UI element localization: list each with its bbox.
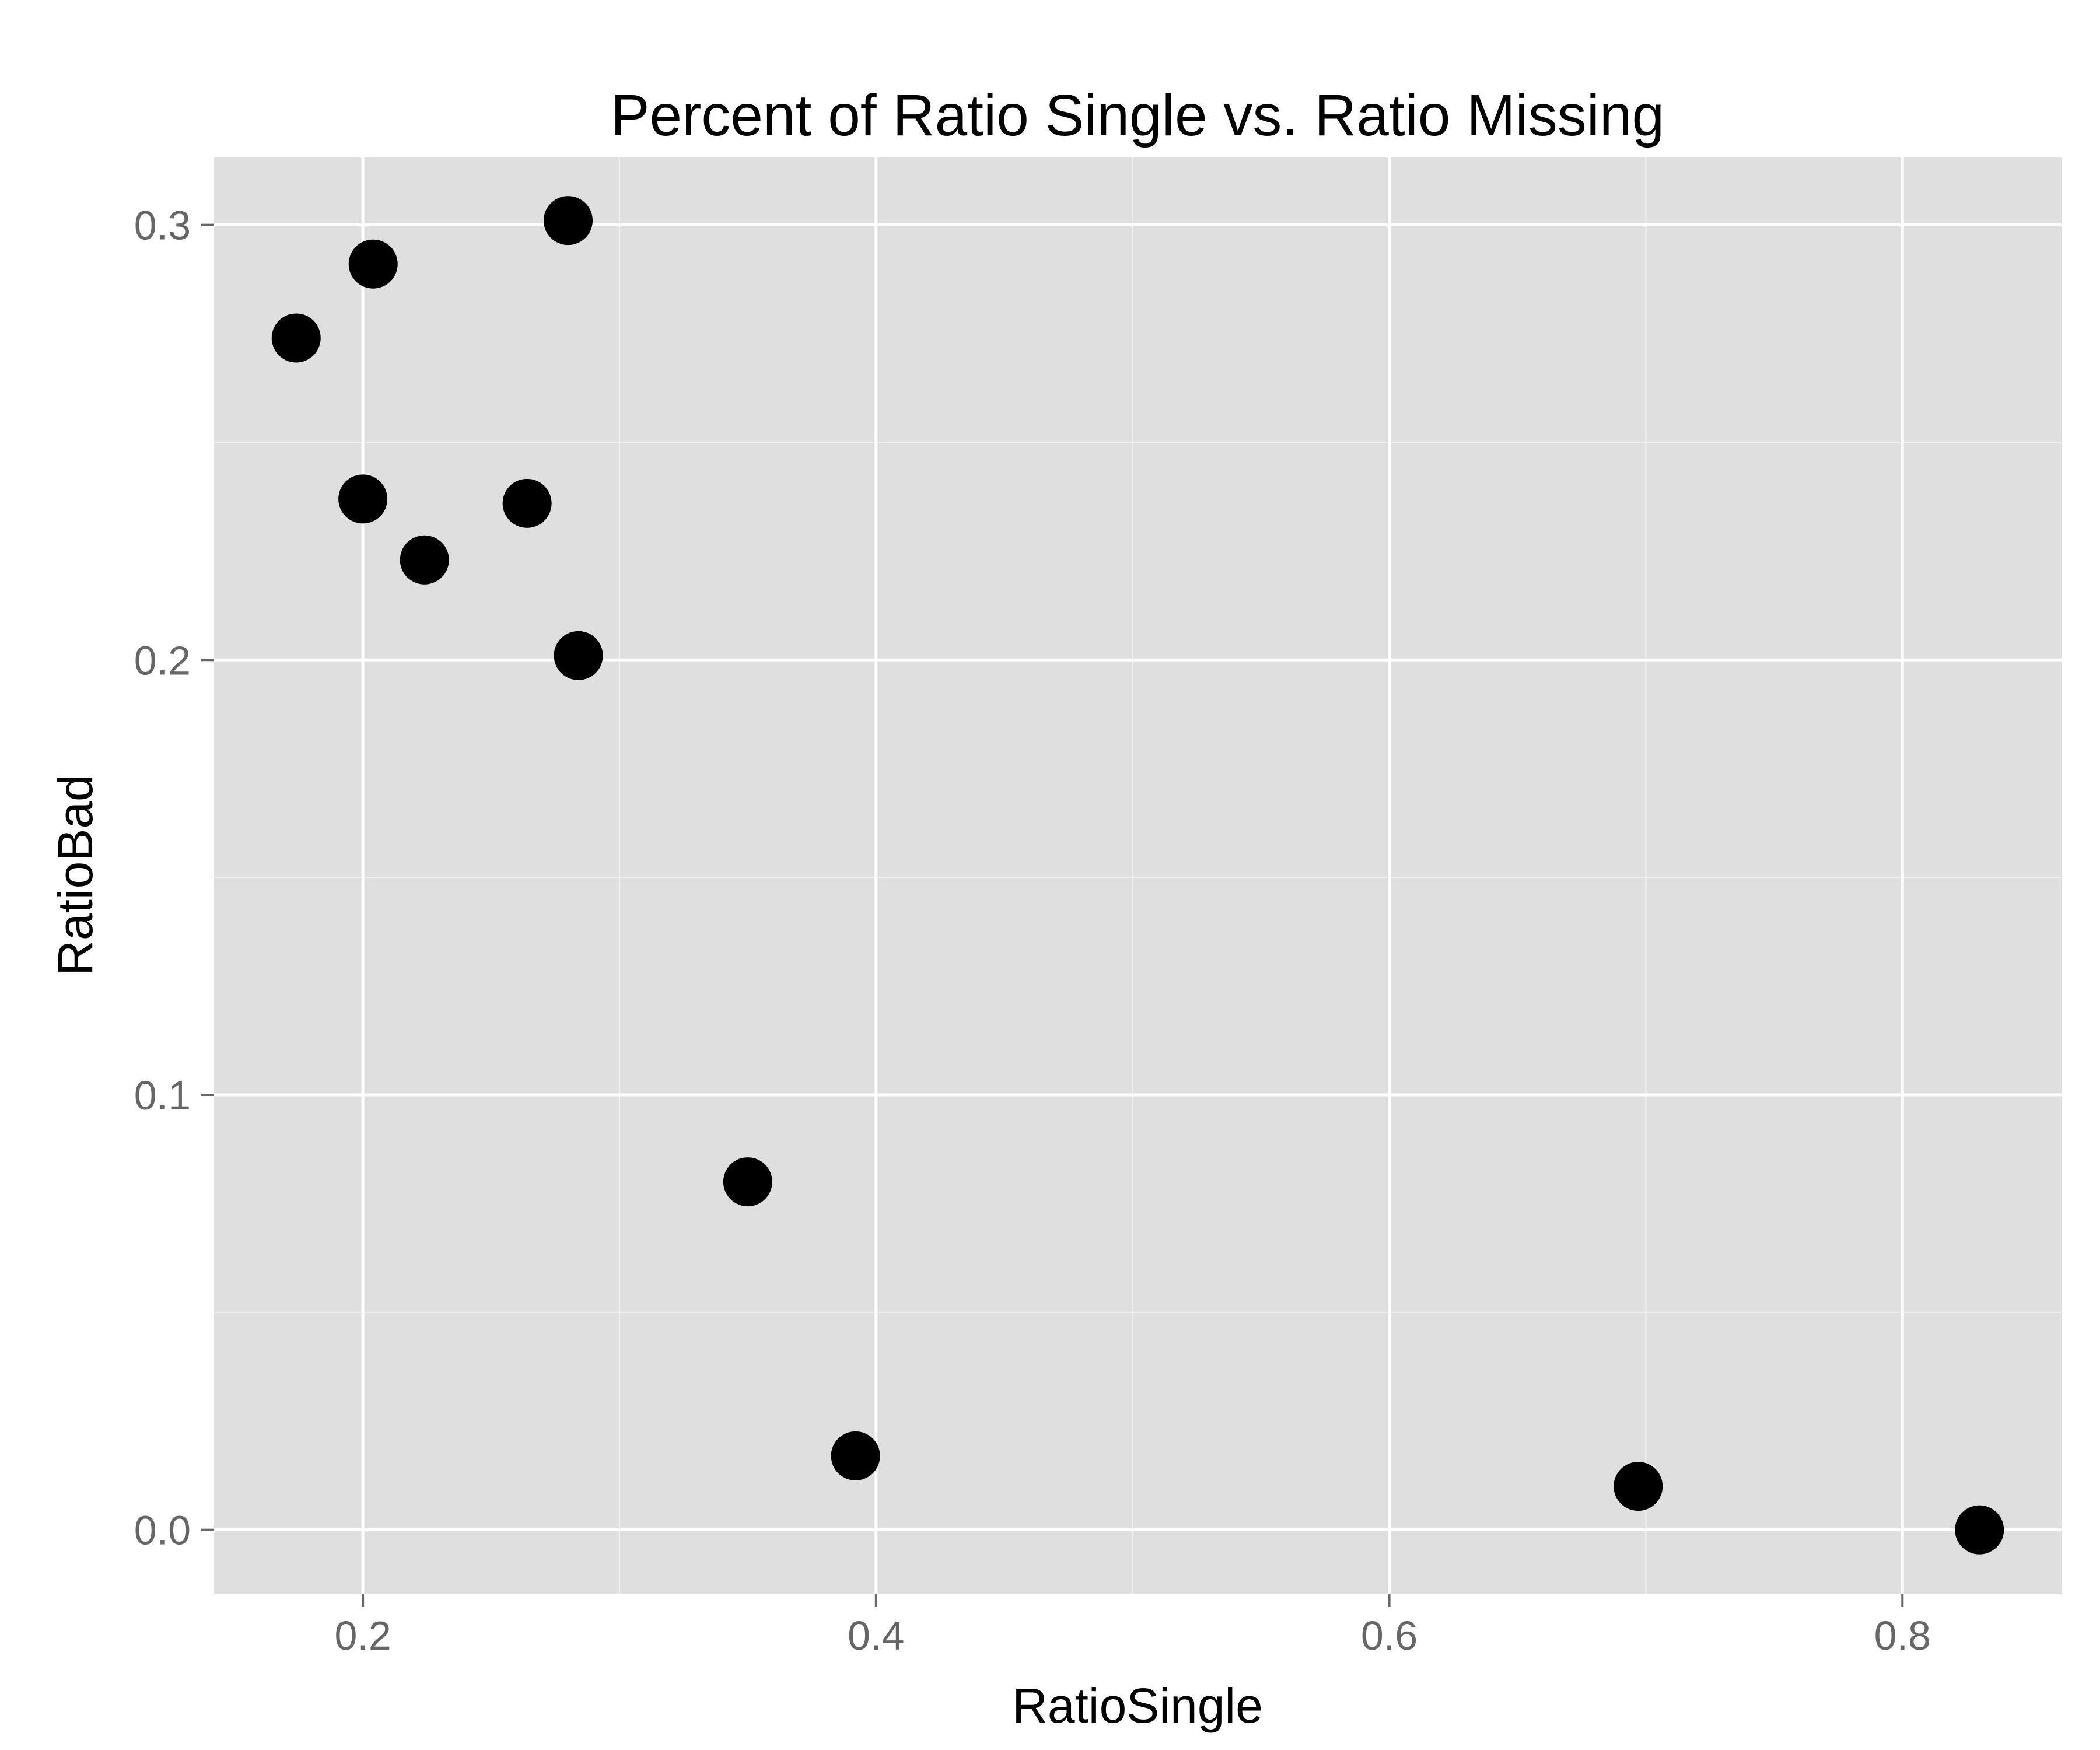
y-tick-label: 0.2 [134, 638, 191, 683]
y-tick-label: 0.3 [134, 203, 191, 249]
axis-ticks: 0.2 0.4 0.6 0.8 0.0 0.1 0.2 0.3 [134, 203, 1931, 1658]
data-point [271, 313, 321, 363]
data-point [544, 196, 593, 246]
y-axis-label: RatioBad [48, 774, 103, 976]
data-point [348, 239, 398, 289]
data-point [723, 1157, 772, 1207]
data-points [271, 196, 2004, 1555]
minor-gridlines [214, 158, 2062, 1594]
data-point [338, 474, 388, 524]
x-tick-label: 0.4 [848, 1613, 904, 1658]
plot-panel [214, 158, 2062, 1594]
x-tick-label: 0.6 [1361, 1613, 1418, 1658]
data-point [554, 631, 603, 680]
data-point [502, 478, 552, 528]
major-gridlines [214, 158, 2062, 1594]
x-tick-label: 0.2 [334, 1613, 391, 1658]
data-point [1614, 1462, 1663, 1511]
x-axis-label: RatioSingle [1012, 1678, 1263, 1733]
y-tick-label: 0.1 [134, 1073, 191, 1118]
chart-title: Percent of Ratio Single vs. Ratio Missin… [611, 83, 1664, 148]
data-point [831, 1431, 880, 1480]
x-tick-label: 0.8 [1874, 1613, 1931, 1658]
data-point [400, 535, 449, 584]
data-point [1955, 1505, 2004, 1555]
y-tick-label: 0.0 [134, 1508, 191, 1553]
